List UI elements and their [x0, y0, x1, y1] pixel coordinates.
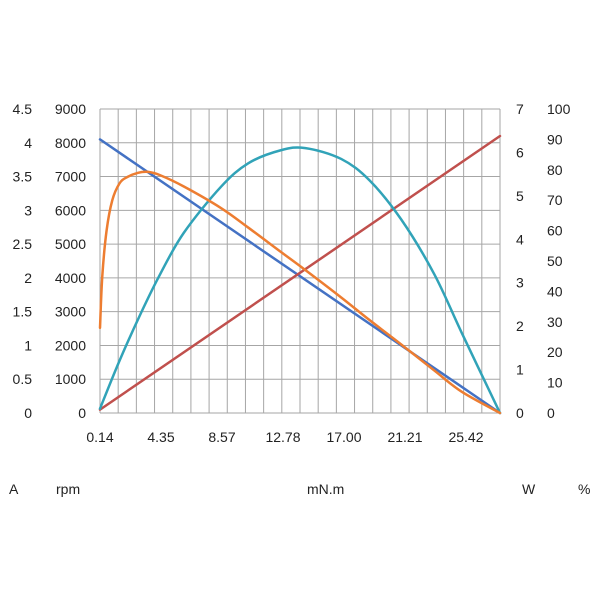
x-axis-label: mN.m: [307, 481, 344, 497]
x-tick-label: 4.35: [147, 429, 174, 445]
current-tick-label: 4: [24, 135, 32, 151]
power-tick-label: 0: [516, 405, 524, 421]
speed-tick-label: 7000: [55, 169, 86, 185]
current-tick-label: 3.5: [13, 169, 33, 185]
series-layer: [98, 134, 502, 415]
current-tick-label: 4.5: [13, 101, 33, 117]
efficiency-curve: [98, 170, 502, 415]
axis-speed-ticks: 0 1000 2000 3000 4000 5000 6000 7000 8000 9000: [55, 101, 86, 421]
efficiency-tick-label: 10: [547, 375, 563, 391]
speed-tick-label: 4000: [55, 270, 86, 286]
power-unit-label: W: [522, 481, 536, 497]
efficiency-tick-label: 60: [547, 223, 563, 239]
power-tick-label: 7: [516, 101, 524, 117]
speed-tick-label: 9000: [55, 101, 86, 117]
current-tick-label: 1.5: [13, 304, 33, 320]
efficiency-tick-label: 0: [547, 405, 555, 421]
speed-tick-label: 2000: [55, 337, 86, 353]
power-tick-label: 4: [516, 231, 524, 247]
speed-tick-label: 3000: [55, 304, 86, 320]
speed-tick-label: 5000: [55, 236, 86, 252]
power-tick-label: 2: [516, 318, 524, 334]
current-tick-label: 2.5: [13, 236, 33, 252]
efficiency-unit-label: %: [578, 481, 590, 497]
power-tick-label: 3: [516, 275, 524, 291]
power-tick-label: 1: [516, 362, 524, 378]
speed-line: [98, 138, 502, 415]
efficiency-tick-label: 100: [547, 101, 571, 117]
speed-tick-label: 1000: [55, 371, 86, 387]
speed-tick-label: 8000: [55, 135, 86, 151]
speed-unit-label: rpm: [56, 481, 80, 497]
axis-efficiency-ticks: 0 10 20 30 40 50 60 70 80 90 100: [547, 101, 571, 421]
efficiency-tick-label: 50: [547, 253, 563, 269]
efficiency-tick-label: 40: [547, 283, 563, 299]
current-unit-label: A: [9, 481, 19, 497]
power-curve: [98, 146, 502, 415]
x-tick-label: 8.57: [208, 429, 235, 445]
speed-tick-label: 6000: [55, 202, 86, 218]
current-tick-label: 1: [24, 337, 32, 353]
x-axis-ticks: 0.14 4.35 8.57 12.78 17.00 21.21 25.42: [86, 429, 483, 445]
current-line: [98, 134, 502, 411]
axis-power-ticks: 0 1 2 3 4 5 6 7: [516, 101, 524, 421]
efficiency-tick-label: 80: [547, 162, 563, 178]
x-tick-label: 21.21: [387, 429, 422, 445]
x-tick-label: 0.14: [86, 429, 113, 445]
efficiency-tick-label: 20: [547, 344, 563, 360]
power-tick-label: 6: [516, 144, 524, 160]
efficiency-tick-label: 30: [547, 314, 563, 330]
power-tick-label: 5: [516, 188, 524, 204]
efficiency-tick-label: 70: [547, 192, 563, 208]
current-tick-label: 3: [24, 202, 32, 218]
efficiency-tick-label: 90: [547, 131, 563, 147]
current-tick-label: 0.5: [13, 371, 33, 387]
speed-tick-label: 0: [78, 405, 86, 421]
current-tick-label: 2: [24, 270, 32, 286]
x-tick-label: 17.00: [326, 429, 361, 445]
x-tick-label: 25.42: [448, 429, 483, 445]
current-tick-label: 0: [24, 405, 32, 421]
x-tick-label: 12.78: [265, 429, 300, 445]
axis-current-ticks: 0 0.5 1 1.5 2 2.5 3 3.5 4 4.5: [13, 101, 33, 421]
